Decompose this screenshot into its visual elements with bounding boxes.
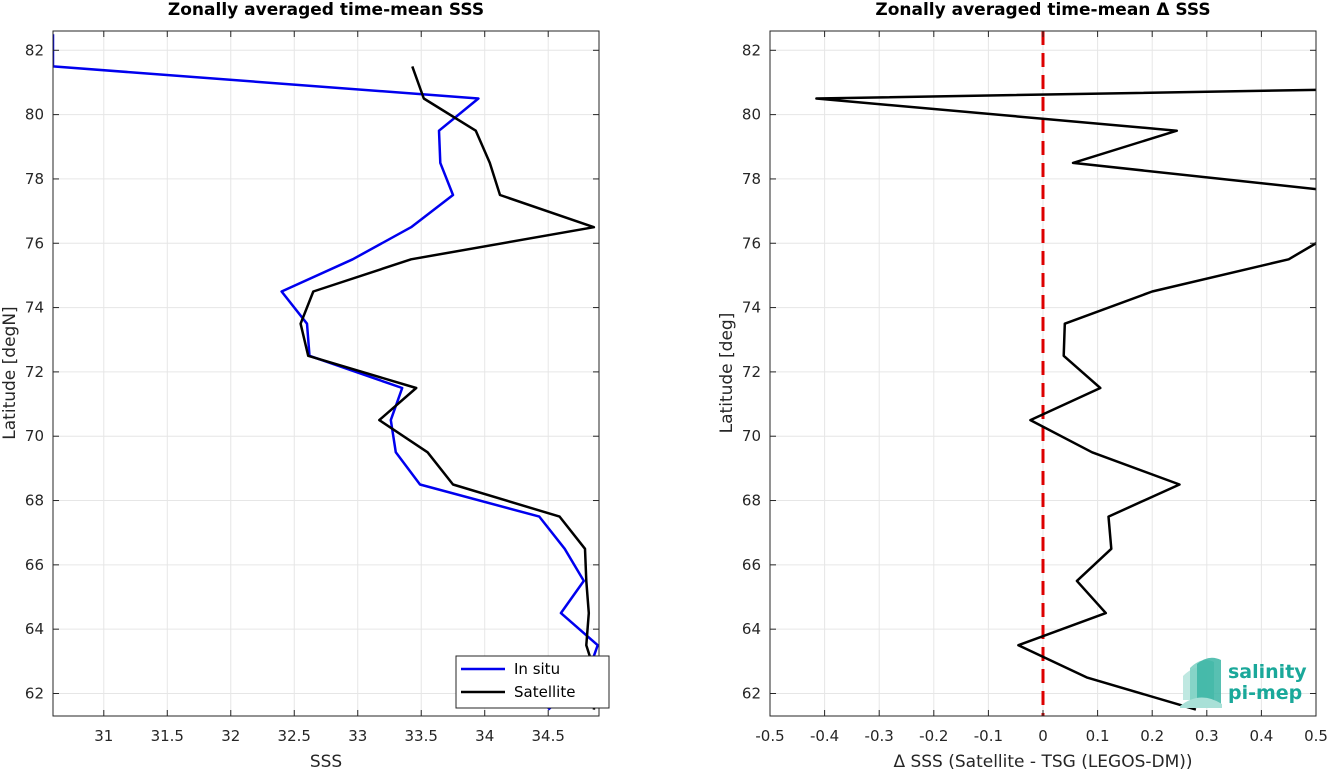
x-tick-label: 34: [475, 727, 494, 745]
series-line-satellite: [299, 65, 598, 710]
legend-box: [455, 655, 610, 709]
legend: In situ Satellite: [455, 655, 610, 709]
legend-label-in-situ: In situ: [514, 660, 560, 678]
y-tick-label: 78: [742, 170, 761, 188]
x-tick-label: 32.5: [278, 727, 311, 745]
x-tick-label: 0.1: [1086, 727, 1110, 745]
logo-text-salinity: salinity: [1228, 661, 1307, 683]
axes-frame-left: [52, 30, 600, 717]
y-tick-label: 78: [25, 170, 44, 188]
y-axis-label-right: Latitude [deg]: [717, 313, 737, 434]
x-tick-label: 0.2: [1140, 727, 1164, 745]
x-tick-label: 32: [221, 727, 240, 745]
x-tick-label: 0: [1038, 727, 1048, 745]
y-tick-label: 64: [742, 620, 761, 638]
x-tick-label: 33: [348, 727, 367, 745]
series-line-in-situ: [53, 34, 599, 711]
y-tick-label: 70: [25, 427, 44, 445]
x-tick-label: 34.5: [532, 727, 565, 745]
chart-title-right: Zonally averaged time-mean Δ SSS: [875, 0, 1210, 20]
y-tick-label: 70: [742, 427, 761, 445]
x-tick-label: 0.3: [1195, 727, 1219, 745]
y-tick-label: 82: [742, 41, 761, 59]
series-lines-right: [815, 31, 1316, 716]
x-tick-label: -0.1: [974, 727, 1003, 745]
y-tick-label: 64: [25, 620, 44, 638]
y-tick-label: 72: [25, 363, 44, 381]
legend-label-satellite: Satellite: [514, 683, 575, 701]
salinity-pi-mep-logo: salinity pi-mep: [1180, 657, 1307, 708]
y-tick-label: 76: [25, 234, 44, 252]
grid-left: [53, 31, 599, 716]
delta-sss-panel: -0.5 -0.4 -0.3 -0.2 -0.1 0 0.1 0.2 0.3 0.4 0.5 62 64…: [717, 0, 1328, 769]
y-tick-label: 66: [25, 556, 44, 574]
x-axis-label-right: Δ SSS (Satellite - TSG (LEGOS-DM)): [893, 752, 1192, 769]
logo-text-pi-mep: pi-mep: [1228, 682, 1302, 704]
series-line-delta-sss: [815, 88, 1316, 711]
chart-title-left: Zonally averaged time-mean SSS: [168, 0, 484, 20]
y-tick-label: 62: [742, 684, 761, 702]
x-tick-label: 0.4: [1249, 727, 1273, 745]
x-tick-label: 0.5: [1304, 727, 1328, 745]
x-tick-label: -0.3: [865, 727, 894, 745]
y-tick-label: 68: [742, 492, 761, 510]
y-tick-label: 80: [742, 106, 761, 124]
x-tick-label: 33.5: [405, 727, 438, 745]
x-tick-label: 31.5: [151, 727, 184, 745]
series-lines-left: [53, 34, 599, 711]
x-tick-label: -0.5: [755, 727, 784, 745]
tick-labels-right: -0.5 -0.4 -0.3 -0.2 -0.1 0 0.1 0.2 0.3 0.4 0.5 62 64…: [742, 31, 1328, 745]
y-tick-label: 68: [25, 492, 44, 510]
y-tick-label: 76: [742, 234, 761, 252]
y-tick-label: 72: [742, 363, 761, 381]
tick-labels-left: 31 31.5 32 32.5 33 33.5 34 34.5 62 64 66 68 70 72 74 76…: [25, 31, 599, 745]
y-tick-label: 80: [25, 106, 44, 124]
y-tick-label: 66: [742, 556, 761, 574]
logo-wave-icon: [1180, 657, 1222, 708]
sss-profile-panel: 31 31.5 32 32.5 33 33.5 34 34.5 62 64 66 68 70 72 74 76…: [0, 0, 610, 769]
x-tick-label: -0.2: [919, 727, 948, 745]
y-tick-label: 74: [742, 299, 761, 317]
y-tick-label: 82: [25, 41, 44, 59]
x-tick-label: 31: [94, 727, 113, 745]
x-tick-label: -0.4: [810, 727, 839, 745]
x-axis-label-left: SSS: [310, 752, 342, 769]
y-tick-label: 62: [25, 684, 44, 702]
y-axis-label-left: Latitude [degN]: [0, 306, 20, 439]
y-tick-label: 74: [25, 299, 44, 317]
